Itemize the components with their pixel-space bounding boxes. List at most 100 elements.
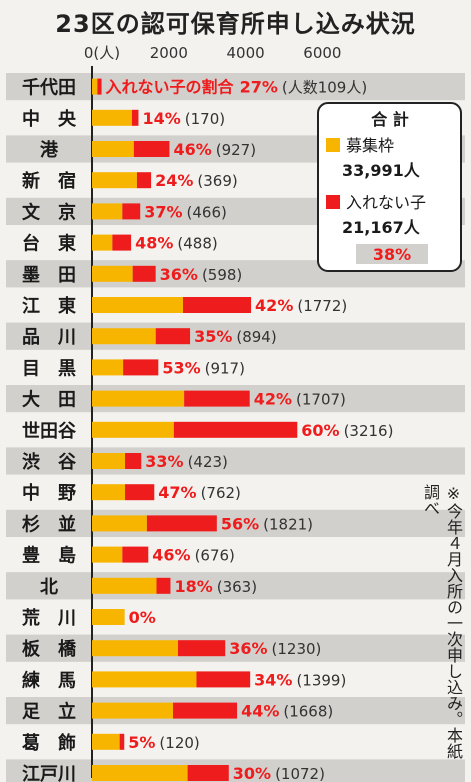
category-label: 板 橋	[22, 638, 77, 660]
count-label: (1668)	[283, 703, 333, 721]
category-label: 杉 並	[22, 513, 76, 535]
rate-label: 5%	[128, 733, 155, 752]
bar-rejected	[133, 141, 170, 157]
count-label: (1821)	[263, 515, 313, 533]
category-label: 北	[40, 577, 58, 598]
count-label: (927)	[216, 141, 256, 159]
bar-capacity	[92, 390, 185, 407]
bar-capacity	[92, 733, 120, 750]
x-tick-label: 0(人)	[84, 44, 120, 62]
bar-rejected	[123, 359, 159, 376]
bar-rejected	[122, 203, 141, 220]
bar-capacity	[92, 109, 132, 126]
category-label: 港	[40, 140, 59, 161]
rate-label: 30%	[233, 764, 271, 782]
bar-rejected	[125, 453, 142, 469]
bar-capacity	[92, 577, 157, 594]
category-label: 渋 谷	[22, 451, 77, 473]
legend-swatch-rejected	[326, 195, 340, 209]
row-shade	[6, 509, 465, 537]
bar-rejected	[196, 671, 251, 688]
legend-capacity-total: 33,991人	[342, 161, 421, 180]
bar-rejected	[119, 733, 125, 750]
rate-label: 46%	[173, 140, 211, 159]
legend-swatch-capacity	[326, 138, 340, 152]
category-label: 千代田	[22, 78, 76, 99]
legend-rate-box	[356, 244, 428, 264]
bar-rejected	[125, 484, 155, 501]
count-label: (1772)	[297, 297, 347, 315]
rate-label: 56%	[221, 514, 259, 533]
rate-label: 36%	[229, 639, 267, 658]
legend-box	[317, 102, 462, 272]
rate-label: 60%	[301, 421, 339, 440]
category-label: 文 京	[22, 201, 76, 223]
rate-label: 42%	[254, 390, 292, 409]
count-label: (3216)	[344, 422, 394, 440]
count-label: (488)	[177, 235, 217, 253]
bar-capacity	[92, 172, 137, 189]
category-label: 目 黒	[22, 358, 76, 379]
category-label: 品 川	[22, 327, 76, 348]
row-shade	[6, 73, 465, 101]
bar-rejected	[156, 577, 171, 594]
rate-label: 37%	[144, 202, 182, 221]
category-label: 江戸川	[22, 764, 76, 782]
bar-capacity	[92, 484, 126, 501]
category-label: 江 東	[22, 295, 76, 317]
bar-rejected	[131, 109, 139, 126]
rate-label: 34%	[254, 670, 292, 689]
bar-rejected	[173, 702, 238, 719]
count-label: (1399)	[296, 671, 346, 689]
category-label: 大 田	[22, 389, 76, 411]
category-label: 台 東	[22, 233, 76, 255]
category-label: 豊 島	[22, 545, 76, 567]
legend-title: 合 計	[371, 110, 409, 129]
bar-rejected	[97, 78, 102, 95]
x-tick-label: 6000	[303, 44, 341, 62]
count-label: (1707)	[296, 391, 346, 409]
category-label: 足 立	[22, 701, 76, 723]
category-label: 荒 川	[21, 607, 76, 629]
count-label: (894)	[236, 328, 276, 346]
count-label: (762)	[201, 484, 241, 502]
legend-rate: 38%	[373, 245, 411, 264]
bar-rejected	[155, 328, 191, 345]
chart-title: 23区の認可保育所申し込み状況	[55, 10, 416, 38]
legend-rejected-label: 入れない子	[346, 193, 426, 212]
bar-rejected	[146, 515, 217, 532]
rate-label: 44%	[241, 702, 279, 721]
bar-capacity	[92, 421, 174, 438]
bar-capacity	[92, 203, 123, 220]
rate-label: 0%	[129, 608, 156, 627]
bar-capacity	[92, 640, 179, 657]
bar-capacity	[92, 141, 134, 157]
category-label: 世田谷	[22, 421, 77, 442]
bar-rejected	[178, 640, 226, 657]
bar-capacity	[92, 765, 188, 781]
row-shade	[6, 634, 465, 662]
category-label: 葛 飾	[21, 732, 76, 754]
legend-rejected-total: 21,167人	[342, 218, 421, 237]
row-shade	[6, 322, 465, 350]
rate-label: 46%	[152, 546, 190, 565]
x-tick-label: 4000	[227, 44, 265, 62]
bar-rejected	[122, 546, 149, 563]
bar-capacity	[92, 234, 113, 251]
bar-rejected	[187, 765, 229, 781]
bar-capacity	[92, 702, 174, 719]
rate-label: 27%	[240, 78, 278, 97]
bar-rejected	[173, 421, 298, 438]
bar-capacity	[92, 265, 133, 282]
count-label: (120)	[159, 734, 199, 752]
count-label: (363)	[217, 578, 257, 596]
bar-rejected	[132, 265, 156, 282]
rate-label: 53%	[162, 358, 200, 377]
bar-capacity	[92, 515, 147, 532]
bar-capacity	[92, 328, 156, 345]
rate-label: 47%	[158, 483, 196, 502]
count-label: (1230)	[272, 640, 322, 658]
count-label: (369)	[197, 172, 237, 190]
